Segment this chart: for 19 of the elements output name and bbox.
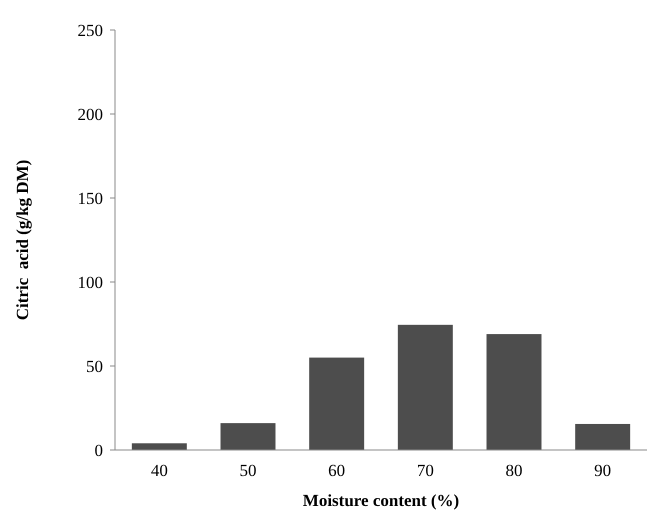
x-tick-label: 70 [416, 461, 434, 480]
y-tick-label: 0 [94, 440, 103, 460]
bar [220, 423, 276, 450]
y-tick-label: 50 [86, 356, 103, 376]
y-tick-label: 250 [78, 20, 103, 40]
y-tick-label: 200 [78, 104, 103, 124]
x-tick-label: 90 [594, 461, 612, 480]
bar [398, 324, 453, 450]
x-tick-label: 60 [328, 461, 346, 480]
bar [575, 424, 630, 450]
x-tick-label: 50 [240, 461, 256, 480]
x-tick-label: 40 [150, 461, 168, 480]
y-axis-title: Citric acid (g/kg DM) [13, 160, 32, 320]
x-axis-title: Moisture content (%) [302, 491, 460, 510]
bar [309, 358, 364, 450]
y-tick-label: 150 [78, 188, 103, 208]
y-tick-label: 100 [78, 272, 103, 292]
x-tick-label: 80 [506, 461, 522, 480]
bar [486, 334, 542, 450]
